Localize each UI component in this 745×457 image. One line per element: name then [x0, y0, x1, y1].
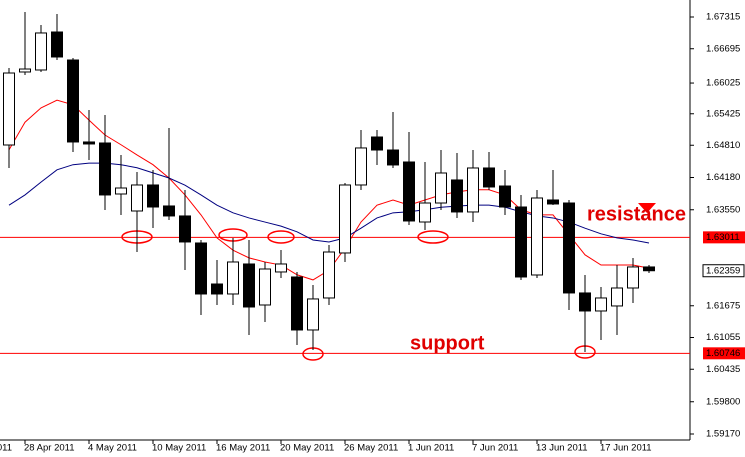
current-price-box	[702, 264, 745, 278]
level-label-box	[703, 347, 745, 360]
candle-body	[403, 161, 415, 222]
candle-body	[307, 298, 319, 331]
x-tick-label: 2011	[0, 443, 12, 454]
candle-body	[499, 185, 511, 208]
x-tick-label: 13 Jun 2011	[536, 443, 588, 454]
candle-body	[291, 276, 303, 331]
candle-body	[3, 72, 15, 146]
arrow	[638, 203, 656, 213]
y-tick-label: 1.67315	[706, 12, 740, 23]
candle-body	[643, 266, 655, 272]
x-tick-label: 17 Jun 2011	[600, 443, 652, 454]
candle-body	[579, 292, 591, 312]
y-tick-label: 1.61055	[706, 332, 740, 343]
candle-body	[131, 184, 143, 212]
candle-body	[147, 184, 159, 208]
level-label: 1.60746	[706, 348, 740, 359]
candle-body	[19, 68, 31, 73]
candle-body	[163, 205, 175, 217]
candle-body	[371, 136, 383, 151]
x-tick-label: 28 Apr 2011	[24, 443, 75, 454]
y-tick-label: 1.66025	[706, 78, 740, 89]
x-tick-label: 26 May 2011	[344, 443, 398, 454]
y-tick-label: 1.61675	[706, 300, 740, 311]
annotation: resistance	[587, 204, 686, 226]
candle-body	[323, 251, 335, 299]
candle-body	[611, 287, 623, 307]
candle-body	[243, 263, 255, 308]
candle-body	[563, 202, 575, 294]
level-label-box	[703, 231, 745, 244]
candle-body	[419, 202, 431, 223]
y-tick-label: 1.64810	[706, 140, 740, 151]
candle-body	[83, 141, 95, 145]
y-tick-label: 1.60435	[706, 364, 740, 375]
y-tick-label: 1.59170	[706, 429, 740, 440]
y-tick-label: 1.64180	[706, 172, 740, 183]
candle-body	[339, 184, 351, 254]
y-tick-label: 1.63550	[706, 204, 740, 215]
candle-body	[515, 206, 527, 278]
candle-body	[467, 167, 479, 213]
x-tick-label: 7 Jun 2011	[472, 443, 518, 454]
candle-body	[547, 199, 559, 205]
candle-body	[531, 197, 543, 276]
x-tick-label: 4 May 2011	[88, 443, 137, 454]
x-tick-label: 20 May 2011	[280, 443, 334, 454]
y-tick-label: 1.59800	[706, 396, 740, 407]
candle-body	[195, 242, 207, 295]
current-price-label: 1.62359	[706, 265, 740, 276]
candle-body	[67, 59, 79, 143]
y-tick-label: 1.65425	[706, 108, 740, 119]
candle-body	[51, 31, 63, 58]
candle-body	[179, 215, 191, 243]
candle-body	[451, 179, 463, 213]
candle-body	[435, 172, 447, 204]
annotation: support	[410, 333, 485, 355]
candle-body	[355, 147, 367, 186]
candle-body	[115, 187, 127, 195]
x-tick-label: 1 Jun 2011	[408, 443, 454, 454]
x-tick-label: 10 May 2011	[152, 443, 206, 454]
candle-body	[275, 263, 287, 273]
candle-body	[387, 149, 399, 166]
candle-body	[35, 32, 47, 71]
candle-body	[627, 266, 639, 289]
candle-body	[259, 268, 271, 306]
level-label: 1.63011	[706, 232, 740, 243]
y-tick-label: 1.66695	[706, 43, 740, 54]
candle-body	[99, 142, 111, 196]
candle-body	[211, 283, 223, 295]
x-tick-label: 16 May 2011	[216, 443, 270, 454]
candle-body	[483, 167, 495, 188]
candle-body	[227, 261, 239, 295]
candle-body	[595, 297, 607, 312]
